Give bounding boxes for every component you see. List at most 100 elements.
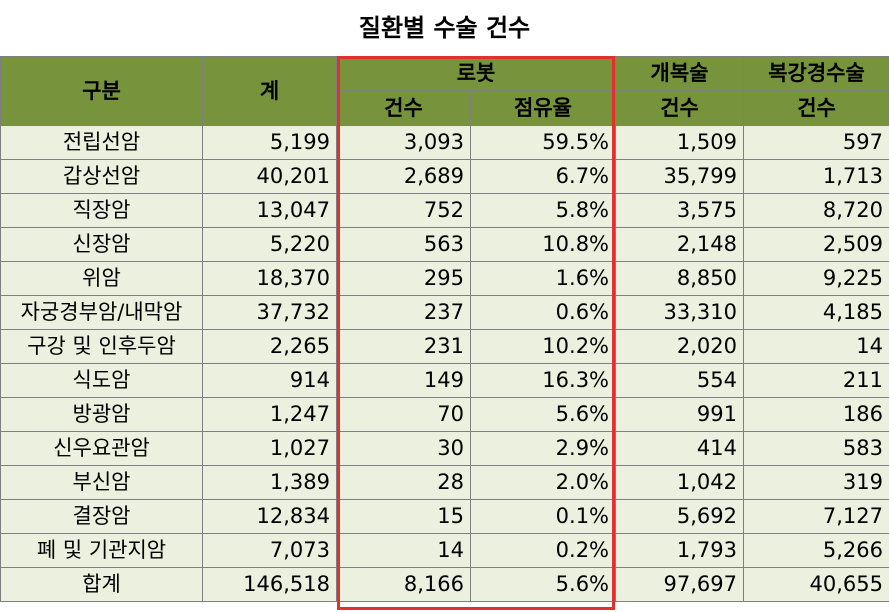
table-row: 전립선암 5,199 3,093 59.5% 1,509 597 (0, 125, 889, 160)
cell-name: 폐 및 기관지암 (0, 533, 203, 568)
cell-open: 3,575 (615, 193, 745, 228)
cell-share: 5.6% (469, 397, 617, 432)
cell-robot: 752 (336, 193, 471, 228)
cell-total: 146,518 (202, 567, 337, 602)
cell-name: 전립선암 (0, 125, 203, 160)
cell-lap: 4,185 (743, 295, 889, 330)
cell-name: 식도암 (0, 363, 203, 398)
cell-name: 부신암 (0, 465, 203, 500)
cell-total: 2,265 (202, 329, 337, 364)
cell-name: 자궁경부암/내막암 (0, 295, 203, 330)
table-body: 전립선암 5,199 3,093 59.5% 1,509 597 갑상선암 40,201 2,6… (0, 125, 889, 602)
header-robot: 로봇 (335, 56, 617, 91)
cell-name: 방광암 (0, 397, 203, 432)
table-row: 방광암 1,247 70 5.6% 991 186 (0, 397, 889, 432)
header-open-count: 건수 (615, 90, 745, 126)
cell-share: 1.6% (469, 261, 617, 296)
cell-open: 2,148 (615, 227, 745, 262)
cell-robot: 563 (336, 227, 471, 262)
header-category: 구분 (0, 56, 203, 126)
cell-lap: 2,509 (743, 227, 889, 262)
header-robot-count: 건수 (336, 90, 471, 126)
cell-open: 414 (615, 431, 745, 466)
cell-lap: 1,713 (743, 159, 889, 194)
cell-lap: 186 (743, 397, 889, 432)
cell-share: 0.2% (469, 533, 617, 568)
header-total: 계 (202, 56, 337, 126)
cell-lap: 583 (743, 431, 889, 466)
table-row: 합계 146,518 8,166 5.6% 97,697 40,655 (0, 567, 889, 602)
cell-name: 신장암 (0, 227, 203, 262)
cell-robot: 231 (336, 329, 471, 364)
cell-robot: 2,689 (336, 159, 471, 194)
table-title: 질환별 수술 건수 (358, 14, 531, 42)
cell-robot: 149 (336, 363, 471, 398)
cell-lap: 9,225 (743, 261, 889, 296)
cell-robot: 237 (336, 295, 471, 330)
cell-total: 914 (202, 363, 337, 398)
cell-robot: 70 (336, 397, 471, 432)
cell-total: 12,834 (202, 499, 337, 534)
cell-lap: 319 (743, 465, 889, 500)
cell-name: 갑상선암 (0, 159, 203, 194)
header-lap-count: 건수 (743, 90, 889, 126)
cell-lap: 597 (743, 125, 889, 160)
cell-lap: 5,266 (743, 533, 889, 568)
table-row: 구강 및 인후두암 2,265 231 10.2% 2,020 14 (0, 329, 889, 364)
cell-name: 위암 (0, 261, 203, 296)
cell-total: 5,199 (202, 125, 337, 160)
cell-total: 1,027 (202, 431, 337, 466)
table-row: 위암 18,370 295 1.6% 8,850 9,225 (0, 261, 889, 296)
cell-robot: 295 (336, 261, 471, 296)
cell-name: 합계 (0, 567, 203, 602)
header-lap: 복강경수술 (743, 56, 889, 91)
cell-share: 10.2% (469, 329, 617, 364)
cell-robot: 3,093 (336, 125, 471, 160)
cell-name: 신우요관암 (0, 431, 203, 466)
cell-open: 8,850 (615, 261, 745, 296)
table-row: 신우요관암 1,027 30 2.9% 414 583 (0, 431, 889, 466)
cell-open: 991 (615, 397, 745, 432)
table-row: 식도암 914 149 16.3% 554 211 (0, 363, 889, 398)
cell-share: 6.7% (469, 159, 617, 194)
cell-share: 0.6% (469, 295, 617, 330)
cell-open: 5,692 (615, 499, 745, 534)
cell-name: 결장암 (0, 499, 203, 534)
cell-total: 18,370 (202, 261, 337, 296)
table-row: 부신암 1,389 28 2.0% 1,042 319 (0, 465, 889, 500)
cell-open: 2,020 (615, 329, 745, 364)
cell-share: 59.5% (469, 125, 617, 160)
cell-robot: 14 (336, 533, 471, 568)
cell-open: 1,509 (615, 125, 745, 160)
cell-open: 554 (615, 363, 745, 398)
cell-robot: 30 (336, 431, 471, 466)
header-robot-share: 점유율 (469, 90, 617, 126)
header-open: 개복술 (615, 56, 745, 91)
cell-share: 0.1% (469, 499, 617, 534)
cell-share: 2.0% (469, 465, 617, 500)
cell-lap: 8,720 (743, 193, 889, 228)
cell-total: 13,047 (202, 193, 337, 228)
table-row: 자궁경부암/내막암 37,732 237 0.6% 33,310 4,185 (0, 295, 889, 330)
cell-total: 7,073 (202, 533, 337, 568)
table-row: 결장암 12,834 15 0.1% 5,692 7,127 (0, 499, 889, 534)
cell-robot: 28 (336, 465, 471, 500)
table-row: 폐 및 기관지암 7,073 14 0.2% 1,793 5,266 (0, 533, 889, 568)
cell-lap: 14 (743, 329, 889, 364)
cell-open: 97,697 (615, 567, 745, 602)
cell-share: 5.6% (469, 567, 617, 602)
cell-share: 10.8% (469, 227, 617, 262)
cell-robot: 8,166 (336, 567, 471, 602)
cell-robot: 15 (336, 499, 471, 534)
cell-name: 직장암 (0, 193, 203, 228)
table-row: 신장암 5,220 563 10.8% 2,148 2,509 (0, 227, 889, 262)
cell-open: 35,799 (615, 159, 745, 194)
cell-open: 1,793 (615, 533, 745, 568)
surgery-table: 구분 계 로봇 개복술 복강경수술 건수 점유율 건수 건수 전립선암 5,199… (0, 56, 889, 602)
cell-lap: 211 (743, 363, 889, 398)
cell-open: 1,042 (615, 465, 745, 500)
table-row: 갑상선암 40,201 2,689 6.7% 35,799 1,713 (0, 159, 889, 194)
cell-lap: 40,655 (743, 567, 889, 602)
cell-share: 5.8% (469, 193, 617, 228)
cell-name: 구강 및 인후두암 (0, 329, 203, 364)
